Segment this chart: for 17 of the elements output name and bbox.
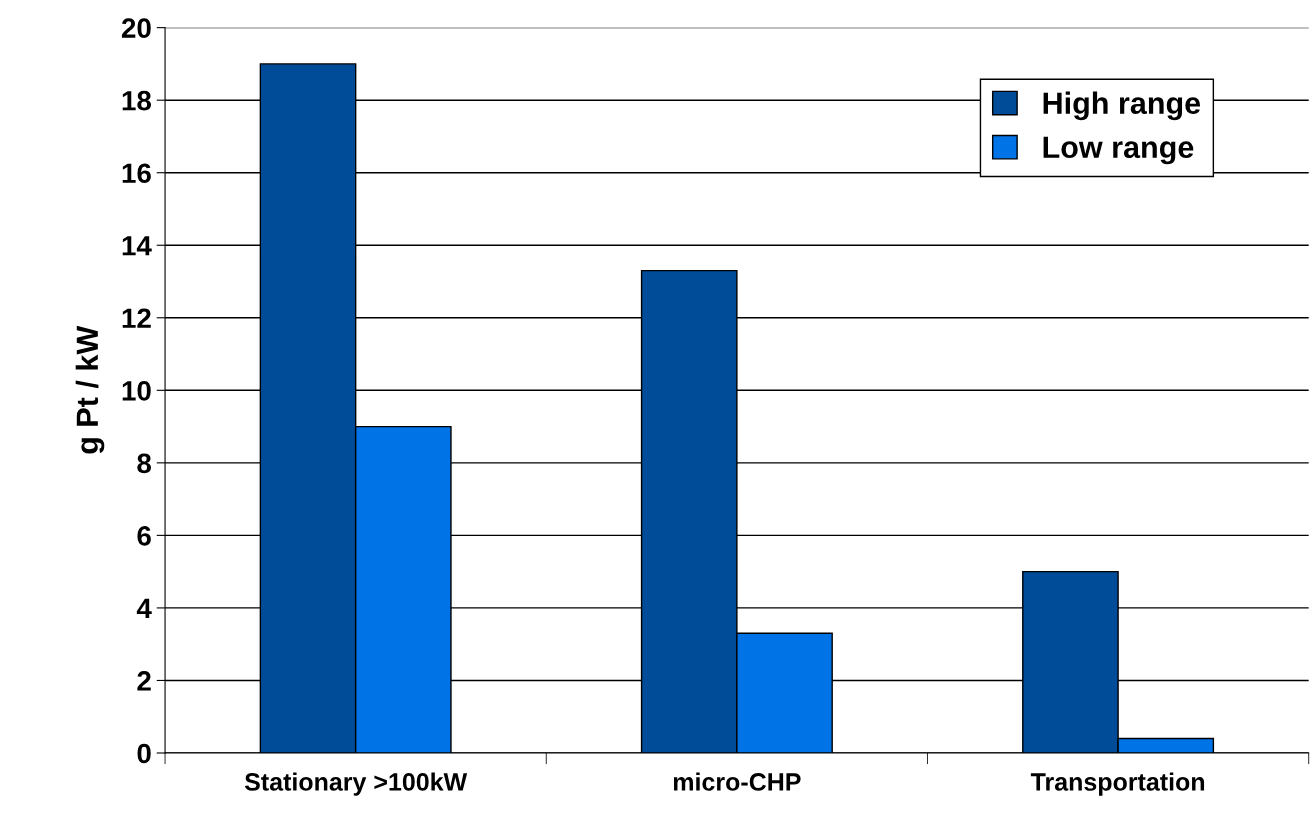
y-tick-label: 2	[137, 671, 151, 691]
y-tick-label: 16	[122, 163, 151, 184]
x-tick-label: micro-CHP	[673, 772, 801, 791]
legend-label: Low range	[1043, 136, 1194, 165]
y-axis-title: g Pt / kW	[75, 325, 105, 454]
y-tick-label: 20	[121, 18, 151, 38]
x-tick-label: Stationary >100kW	[244, 772, 468, 796]
y-tick-label: 8	[137, 453, 152, 474]
y-tick-label: 18	[122, 90, 152, 111]
y-tick-label: 14	[122, 236, 152, 256]
y-tick-label: 0	[137, 743, 151, 764]
y-tick-label: 6	[137, 526, 151, 546]
x-tick-label: Transportation	[1030, 772, 1205, 796]
y-tick-label: 4	[136, 598, 152, 618]
y-tick-label: 10	[122, 380, 151, 401]
y-tick-label: 12	[122, 308, 151, 328]
legend-label: High range	[1043, 91, 1201, 121]
